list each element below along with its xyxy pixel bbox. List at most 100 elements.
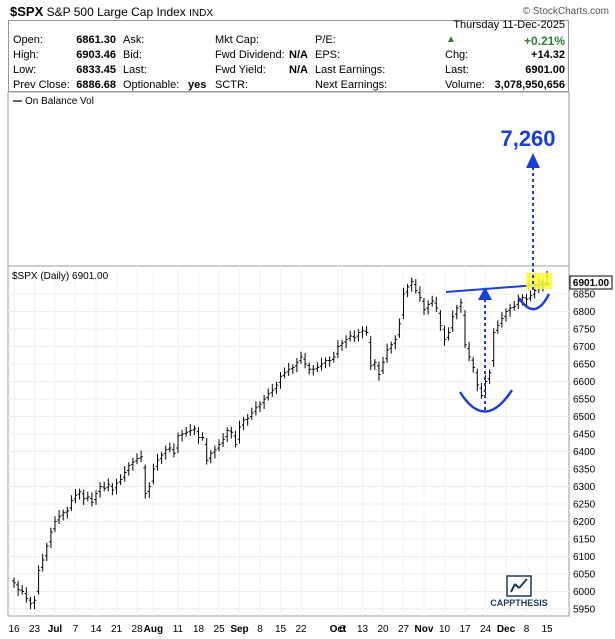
ohlc-bar [307,362,311,375]
ohlc-bar [401,287,406,320]
x-tick-label: 25 [213,624,225,635]
next-earnings-label: Next Earnings: [315,79,388,91]
x-tick-label: 16 [8,624,20,635]
x-tick-label: 20 [377,624,389,635]
ohlc-bar [393,335,398,350]
change-label: Chg: [445,49,469,61]
price-panel [7,265,570,617]
ohlc-bar [524,293,529,306]
ohlc-bar [262,394,266,409]
ohlc-bar [36,565,41,595]
ohlc-bar [303,352,307,369]
ohlc-bar [450,310,455,332]
ask-label: Ask: [123,34,145,46]
ohlc-bar [442,325,447,346]
y-tick-label: 6050 [573,570,596,581]
x-tick-label: Dec [497,624,516,635]
ohlc-bar [69,495,74,511]
ohlc-bar [143,464,147,499]
ohlc-bar [446,327,451,341]
y-tick-label: 6500 [573,412,596,423]
y-tick-label: 5950 [573,605,596,616]
ohlc-bar [471,357,475,373]
y-tick-label: 6000 [573,587,596,598]
ohlc-bar [323,357,328,369]
ohlc-bar [204,438,209,465]
x-tick-label: 23 [29,624,41,635]
ohlc-bar [209,450,213,464]
x-tick-label: 21 [111,624,123,635]
ohlc-bar [49,527,53,549]
ohlc-bar [373,359,377,370]
ohlc-bar [98,482,102,498]
y-tick-label: 6100 [573,552,596,563]
ohlc-bar [40,553,45,572]
ohlc-bar [118,474,123,486]
ohlc-bar [225,427,229,442]
ohlc-bar [254,401,258,416]
index-name: S&P 500 Large Cap Index [46,5,186,19]
gridlines [8,266,569,616]
ohlc-bar [422,298,426,315]
x-tick-label: 18 [193,624,205,635]
ohlc-bar [258,401,262,412]
mkt-cap-label: Mkt Cap: [215,34,260,46]
ohlc-bar [266,388,270,401]
ohlc-bar [250,407,254,420]
y-tick-label: 6200 [573,517,596,528]
x-tick-label: Nov [415,624,434,635]
last-price-value: 6901.00 [525,64,565,76]
last-value-label: 6901.00 [573,278,610,289]
ohlc-bar [512,301,516,311]
ohlc-bar [135,453,139,465]
x-tick-label: 10 [439,624,451,635]
ohlc-bar [81,489,86,506]
ohlc-bar [245,414,250,426]
ohlc-bar [475,368,480,392]
ohlc-bar [282,367,287,379]
ohlc-bar [196,427,201,444]
ohlc-bar [377,361,381,381]
ohlc-bar [172,443,176,458]
ohlc-bar [86,491,90,502]
x-tick-label: Jul [48,624,63,635]
prev-close-value: 6886.68 [76,79,116,91]
ohlc-bar [491,328,496,367]
high-label: High: [13,49,39,61]
x-tick-label: 8 [524,624,530,635]
quote-panel: Open: 6861.30 High: 6903.46 Low: 6833.45… [8,19,569,92]
volume-label: Volume: [445,79,485,91]
x-tick-label: 15 [275,624,287,635]
ohlc-bar [180,429,184,442]
ohlc-bar [336,340,340,359]
ohlc-bar [77,488,82,500]
x-tick-label: Aug [144,624,163,635]
y-tick-label: 6700 [573,342,596,353]
ohlc-bar [467,342,471,362]
x-tick-label: 13 [357,624,369,635]
ohlc-bar [94,490,98,505]
symbol: $SPX [10,4,44,19]
ohlc-bar [139,450,143,463]
ohlc-bar [237,420,242,444]
ohlc-bar [414,279,418,294]
ohlc-bar [155,453,160,471]
last-price-label: Last: [445,64,469,76]
ohlc-bar [106,478,111,492]
ohlc-bar [311,365,316,376]
y-tick-label: 6150 [573,535,596,546]
ohlc-bar [213,445,217,459]
y-tick-label: 6550 [573,395,596,406]
ohlc-bar [463,310,467,348]
ohlc-bar [479,382,484,399]
open-value: 6861.30 [76,34,116,46]
ohlc-bar [221,432,225,448]
sctr-label: SCTR: [215,79,248,91]
low-value: 6833.45 [76,64,116,76]
ohlc-bar [151,463,156,485]
watermark-logo-icon [506,575,532,597]
ohlc-bar [508,303,512,317]
ohlc-bar [229,426,234,439]
